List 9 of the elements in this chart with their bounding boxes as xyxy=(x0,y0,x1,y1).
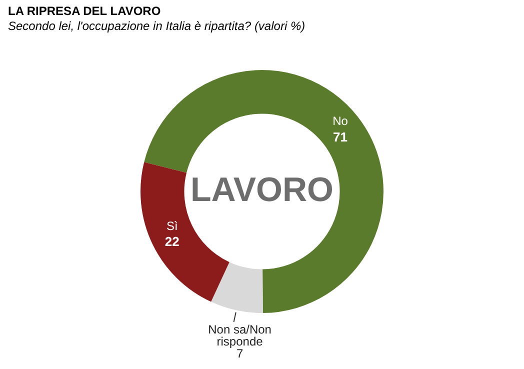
slice-label: Non sa/Non risponde xyxy=(208,322,272,348)
slice-label: Sì xyxy=(166,218,178,233)
data-label: 71 xyxy=(333,129,348,144)
chart-title: LA RIPRESA DEL LAVORO xyxy=(8,4,161,18)
data-label: 22 xyxy=(164,234,180,250)
chart-subtitle: Secondo lei, l'occupazione in Italia è ripartita? (valori %) xyxy=(8,19,306,33)
slice-label: No xyxy=(332,114,348,128)
text: LAVORO xyxy=(190,170,334,209)
data-label: 7 xyxy=(236,346,244,360)
